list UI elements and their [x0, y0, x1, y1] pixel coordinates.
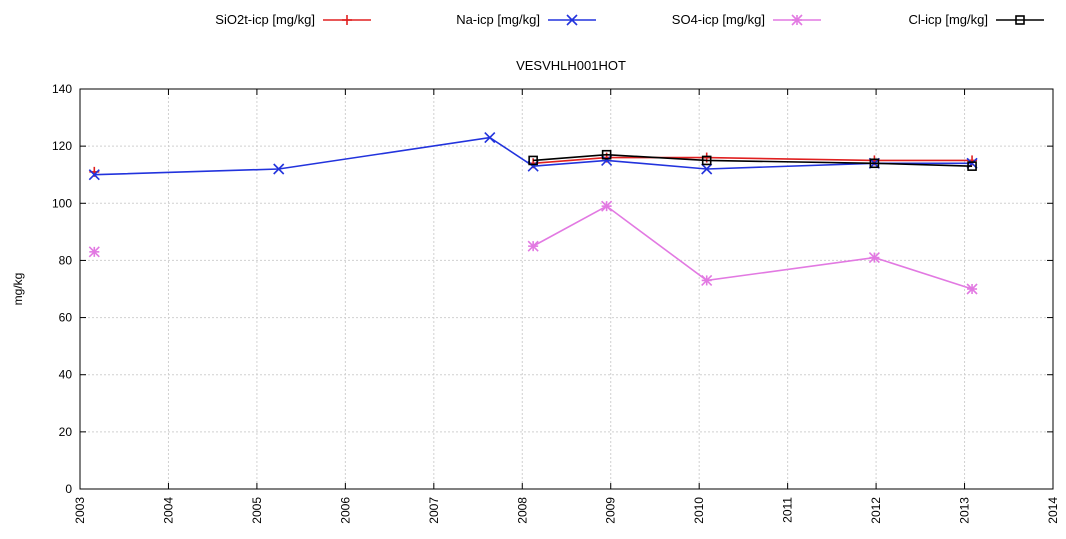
y-tick-label: 0	[65, 482, 72, 496]
data-point-cl-icp	[601, 149, 612, 160]
x-tick-label: 2010	[692, 497, 706, 524]
x-tick-label: 2003	[73, 497, 87, 524]
legend-label: Na-icp [mg/kg]	[456, 12, 540, 27]
series-line-so4-icp	[532, 205, 973, 290]
plot-area-frame	[79, 88, 1054, 490]
data-point-cl-icp	[528, 155, 538, 166]
x-tick-label: 2006	[338, 497, 352, 524]
series-line-na-icp	[94, 136, 973, 176]
y-tick-label: 20	[59, 425, 73, 439]
data-point-cl-icp	[701, 155, 712, 166]
legend-label: SiO2t-icp [mg/kg]	[215, 12, 315, 27]
data-point-cl-icp	[967, 161, 977, 171]
legend-marker	[342, 15, 352, 25]
x-axis: 2003 2004 2005 2006 2007 2008 2009 2010 2011 2012…	[73, 89, 1060, 524]
y-tick-label: 60	[59, 311, 73, 325]
grid	[80, 89, 1053, 489]
chart-title: VESVHLH001HOT	[516, 58, 626, 73]
y-tick-label: 140	[52, 82, 72, 96]
data-point-cl-icp	[869, 158, 880, 169]
legend-label: Cl-icp [mg/kg]	[909, 12, 988, 27]
series-cl-icp	[528, 149, 977, 171]
x-tick-label: 2008	[515, 497, 529, 524]
series-line-cl-icp	[533, 153, 973, 167]
data-point-na-icp	[701, 163, 713, 175]
data-point-so4-icp	[868, 252, 880, 264]
x-tick-label: 2011	[781, 497, 795, 523]
data-point-na-icp	[88, 169, 100, 181]
legend-marker	[791, 14, 803, 26]
data-point-so4-icp	[88, 246, 100, 258]
y-axis: 0 20 40 60 80 100 120 140	[52, 82, 1053, 496]
series-so4-icp	[88, 200, 978, 295]
data-point-na-icp	[273, 163, 285, 175]
data-point-so4-icp	[527, 240, 539, 252]
data-point-so4-icp	[966, 283, 978, 295]
legend-marker	[1015, 15, 1025, 25]
legend-item-na-icp: Na-icp [mg/kg]	[456, 12, 596, 27]
legend-marker	[566, 14, 578, 26]
data-point-na-icp	[484, 132, 496, 144]
legend-item-sio2t-icp: SiO2t-icp [mg/kg]	[215, 12, 371, 27]
x-tick-label: 2012	[869, 497, 883, 524]
legend-item-so4-icp: SO4-icp [mg/kg]	[672, 12, 821, 27]
data-point-so4-icp	[701, 274, 713, 286]
x-tick-label: 2007	[427, 497, 441, 524]
x-tick-label: 2004	[161, 497, 175, 524]
data-point-so4-icp	[601, 200, 613, 212]
legend-label: SO4-icp [mg/kg]	[672, 12, 765, 27]
series-layer	[88, 132, 978, 295]
y-tick-label: 120	[52, 139, 72, 153]
y-tick-label: 80	[59, 253, 73, 267]
legend-item-cl-icp: Cl-icp [mg/kg]	[909, 12, 1044, 27]
y-axis-label: mg/kg	[11, 273, 25, 306]
x-tick-label: 2009	[604, 497, 618, 524]
x-tick-label: 2014	[1046, 497, 1060, 524]
y-tick-label: 100	[52, 196, 72, 210]
y-tick-label: 40	[59, 368, 73, 382]
legend: SiO2t-icp [mg/kg] Na-icp [mg/kg] SO4-icp […	[215, 12, 1044, 27]
x-tick-label: 2013	[958, 497, 972, 524]
x-tick-label: 2005	[250, 497, 264, 524]
